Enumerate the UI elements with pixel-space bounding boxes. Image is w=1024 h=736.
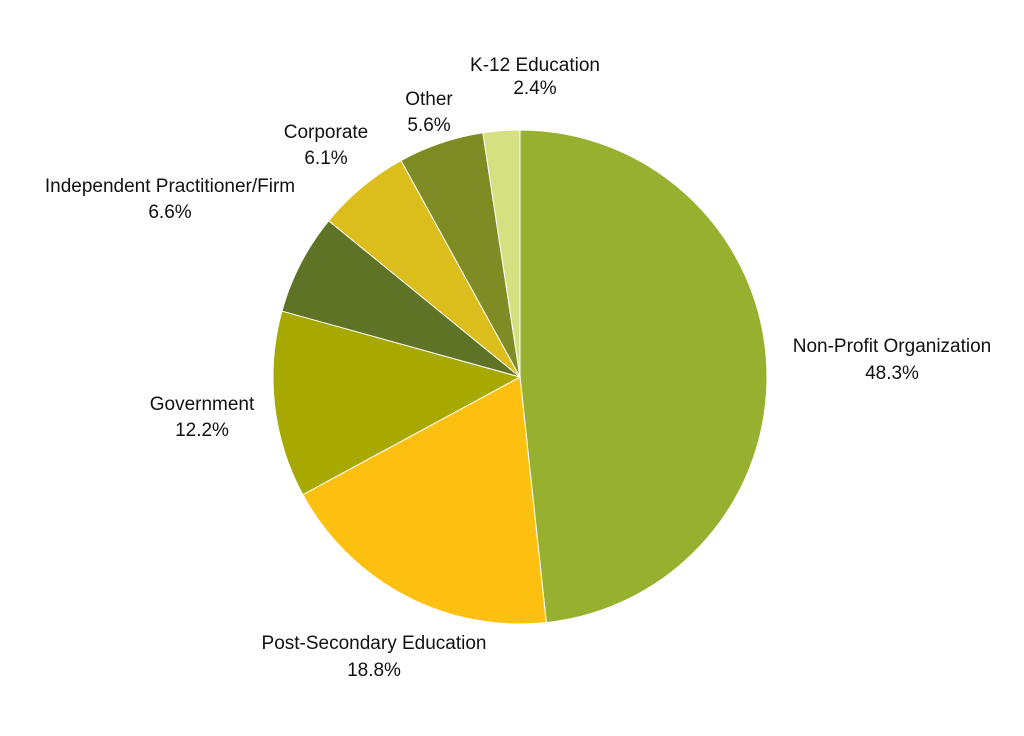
pie-slice-post-secondary-education [302,376,547,625]
slice-value-label-post-secondary-education: 18.8% [347,660,401,681]
slice-label-corporate: Corporate [284,122,369,143]
slice-value-label-k-12-education: 2.4% [513,78,556,99]
pie-slice-non-profit-organization [519,129,768,624]
slice-label-government: Government [150,394,255,415]
slice-value-label-government: 12.2% [175,420,229,441]
slice-label-other: Other [405,89,453,110]
slice-value-label-corporate: 6.1% [304,148,347,169]
slice-value-label-independent-practitioner-firm: 6.6% [148,202,191,223]
slices-layer [272,129,768,625]
pie-slice-government [272,310,522,496]
slice-label-non-profit-organization: Non-Profit Organization [793,336,992,357]
slice-value-label-non-profit-organization: 48.3% [865,363,919,384]
slice-label-post-secondary-education: Post-Secondary Education [262,633,487,654]
slice-label-k-12-education: K-12 Education [470,55,600,76]
slice-label-independent-practitioner-firm: Independent Practitioner/Firm [45,176,295,197]
labels-layer: Non-Profit Organization 48.3% Post-Seconda… [45,55,991,681]
slice-value-label-other: 5.6% [407,115,450,136]
pie-slice-k-12-education [482,129,521,378]
